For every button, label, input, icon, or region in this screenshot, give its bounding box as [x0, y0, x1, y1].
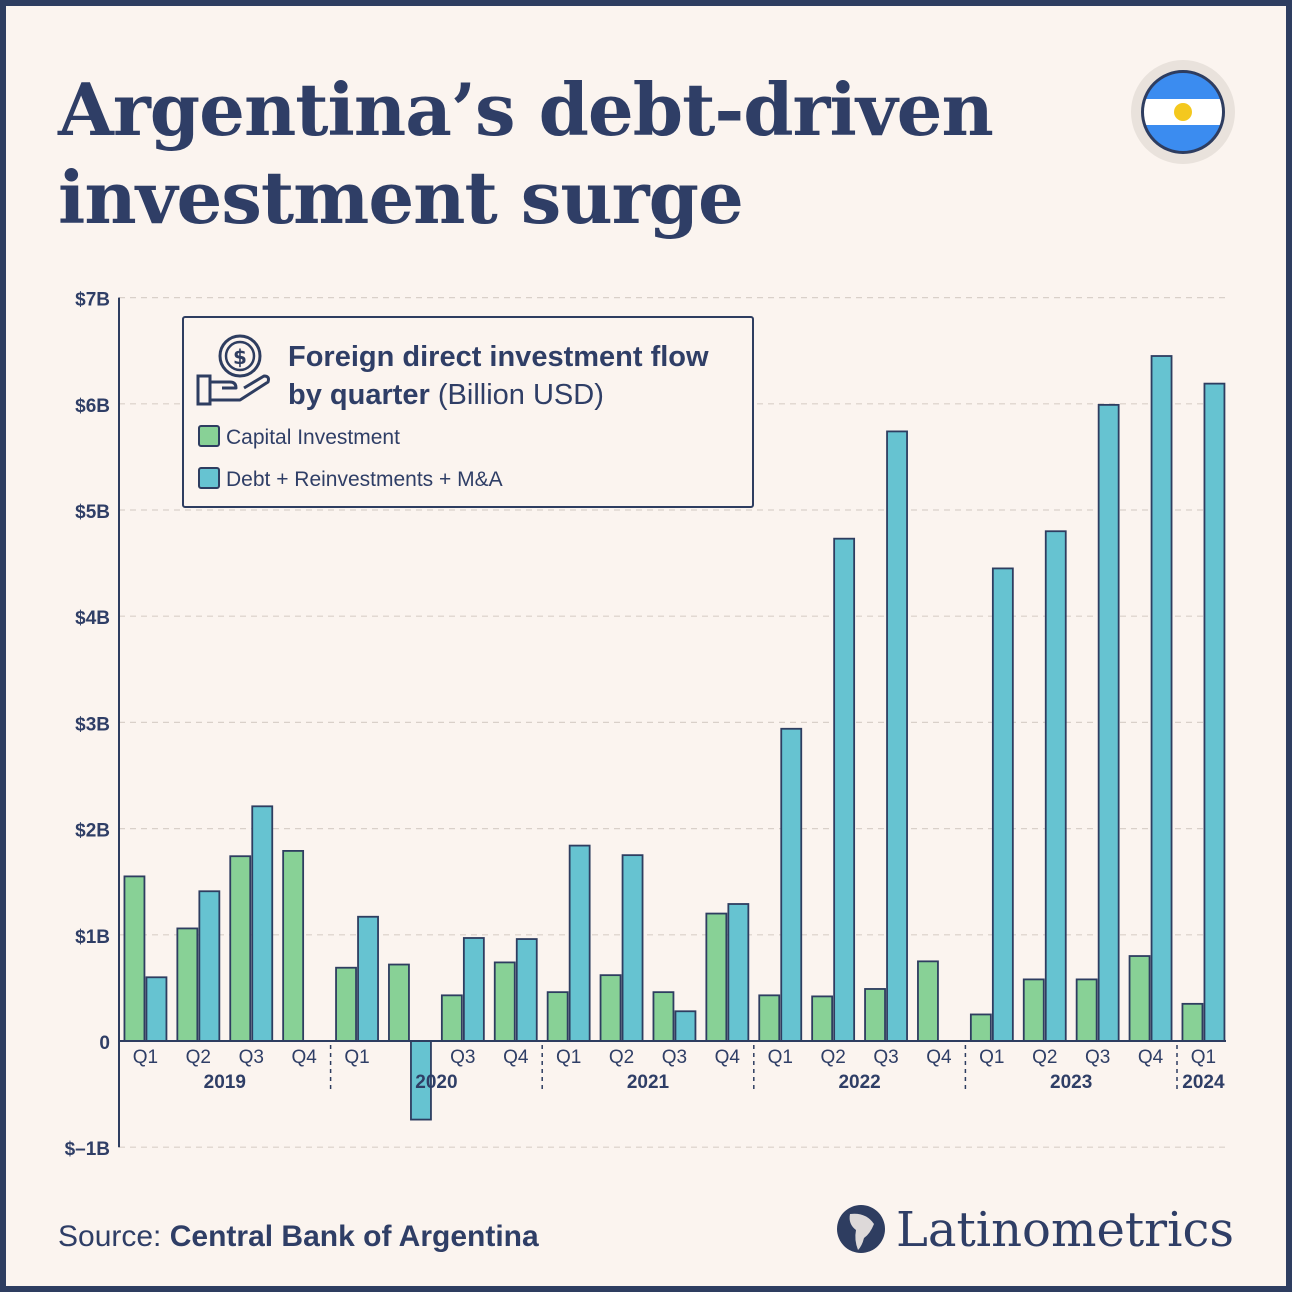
legend-title-unit: (Billion USD) — [429, 379, 604, 411]
x-tick-label: Q2 — [1032, 1047, 1057, 1068]
source-prefix: Source: — [58, 1220, 170, 1253]
year-label: 2019 — [204, 1072, 246, 1093]
x-tick-label: Q3 — [1085, 1047, 1110, 1068]
bar-capital-investment — [388, 963, 410, 1042]
legend-swatch-debt — [198, 467, 220, 490]
x-tick-label: Q4 — [291, 1047, 317, 1068]
bar-capital-investment — [864, 988, 886, 1042]
bar-capital-investment — [1181, 1002, 1204, 1042]
source-name: Central Bank of Argentina — [169, 1220, 539, 1253]
legend-title-main: Foreign direct investment flow by quarte… — [288, 341, 709, 411]
x-tick-label: Q4 — [1138, 1047, 1164, 1068]
year-label: 2021 — [627, 1072, 670, 1093]
bar-capital-investment — [811, 995, 834, 1042]
bar-capital-investment — [335, 966, 357, 1042]
bar-debt-reinvestments — [1150, 355, 1173, 1042]
bar-debt-reinvestments — [780, 727, 803, 1042]
legend-label-capital: Capital Investment — [226, 426, 400, 449]
latinometrics-logo-icon — [837, 1205, 885, 1253]
bar-debt-reinvestments — [1044, 530, 1067, 1042]
x-tick-label: Q1 — [556, 1047, 581, 1068]
bar-capital-investment — [705, 912, 728, 1042]
x-tick-label: Q1 — [1191, 1047, 1216, 1068]
bar-capital-investment — [176, 927, 199, 1042]
source-note: Source: Central Bank of Argentina — [58, 1220, 539, 1254]
bar-debt-reinvestments — [674, 1010, 697, 1042]
bar-capital-investment — [546, 991, 569, 1042]
bar-capital-investment — [599, 974, 622, 1042]
bar-debt-reinvestments — [621, 854, 644, 1042]
y-tick-label: $6B — [75, 396, 110, 417]
bar-debt-reinvestments — [198, 890, 221, 1042]
argentina-flag-icon — [1131, 60, 1235, 164]
x-tick-label: Q1 — [344, 1047, 369, 1068]
bar-capital-investment — [758, 994, 781, 1042]
bar-debt-reinvestments — [515, 938, 538, 1042]
year-label: 2022 — [838, 1072, 880, 1093]
bar-debt-reinvestments — [357, 915, 379, 1042]
hand-coin-icon: $ — [196, 334, 270, 406]
x-tick-label: Q2 — [186, 1047, 211, 1068]
x-tick-label: Q1 — [768, 1047, 793, 1068]
x-tick-label: Q4 — [715, 1047, 741, 1068]
bar-capital-investment — [1075, 978, 1098, 1042]
bar-debt-reinvestments — [251, 805, 274, 1042]
bar-debt-reinvestments — [833, 537, 856, 1042]
brand-name: Latinometrics — [896, 1202, 1234, 1258]
page-title: Argentina’s debt-driven investment surge — [58, 67, 994, 240]
y-tick-label: $1B — [75, 927, 110, 948]
bar-capital-investment — [917, 960, 939, 1042]
x-tick-label: Q3 — [239, 1047, 264, 1068]
year-label: 2023 — [1050, 1072, 1092, 1093]
x-tick-label: Q3 — [662, 1047, 687, 1068]
x-tick-label: Q2 — [820, 1047, 845, 1068]
x-tick-label: Q2 — [609, 1047, 634, 1068]
chart-legend: $ Foreign direct investment flow by quar… — [182, 316, 754, 508]
legend-item-debt: Debt + Reinvestments + M&A — [198, 467, 503, 492]
y-tick-label: $3B — [75, 714, 110, 735]
bar-debt-reinvestments — [727, 903, 750, 1042]
x-tick-label: Q1 — [979, 1047, 1004, 1068]
bar-capital-investment — [1128, 955, 1151, 1042]
x-tick-label: Q1 — [133, 1047, 158, 1068]
brand: Latinometrics — [836, 1200, 1236, 1260]
legend-swatch-capital — [198, 425, 220, 448]
bar-debt-reinvestments — [991, 567, 1014, 1042]
year-label: 2024 — [1182, 1072, 1225, 1093]
bar-debt-reinvestments — [462, 937, 485, 1042]
bar-capital-investment — [969, 1013, 992, 1042]
legend-item-capital: Capital Investment — [198, 425, 400, 450]
bar-capital-investment — [440, 994, 463, 1042]
x-tick-label: Q4 — [926, 1047, 952, 1068]
bar-capital-investment — [493, 961, 516, 1042]
bar-capital-investment — [1022, 978, 1045, 1042]
y-tick-label: $–1B — [65, 1139, 110, 1160]
legend-label-debt: Debt + Reinvestments + M&A — [226, 468, 503, 491]
y-tick-label: 0 — [99, 1033, 110, 1054]
bar-capital-investment — [229, 855, 252, 1042]
x-tick-label: Q3 — [873, 1047, 898, 1068]
svg-text:$: $ — [233, 345, 247, 369]
bar-capital-investment — [123, 875, 146, 1042]
bar-debt-reinvestments — [1203, 382, 1226, 1042]
x-tick-label: Q4 — [503, 1047, 529, 1068]
bar-capital-investment — [652, 991, 675, 1042]
bar-capital-investment — [282, 850, 305, 1042]
infographic-frame — [6, 6, 1286, 1286]
bar-debt-reinvestments — [568, 844, 591, 1042]
bar-debt-reinvestments — [886, 430, 908, 1042]
bar-debt-reinvestments — [145, 976, 168, 1042]
legend-title: Foreign direct investment flow by quarte… — [288, 338, 748, 414]
y-tick-label: $5B — [75, 502, 110, 523]
x-tick-label: Q3 — [450, 1047, 475, 1068]
y-tick-label: $2B — [75, 821, 110, 842]
y-tick-label: $4B — [75, 608, 110, 629]
bar-debt-reinvestments — [1097, 403, 1120, 1042]
year-label: 2020 — [415, 1072, 457, 1093]
y-tick-label: $7B — [75, 290, 110, 311]
